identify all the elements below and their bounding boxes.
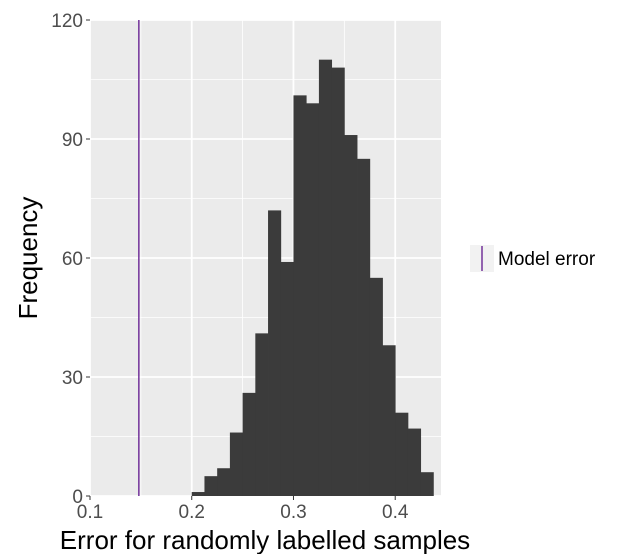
y-tick-label: 0 [72,487,83,508]
x-axis-ticks: 0.1 0.2 0.3 0.4 [77,496,409,523]
histogram-bar [357,158,371,497]
histogram-bar [331,67,345,496]
histogram-bar [255,333,269,496]
histogram-bar [229,432,244,496]
y-axis-title: Frequency [13,197,43,320]
histogram-bars [191,59,434,497]
histogram-bar [242,392,256,496]
legend-label: Model error [498,249,596,270]
histogram-bar [369,277,383,496]
histogram-bar [204,476,218,496]
histogram-bar [306,103,320,497]
y-tick-label: 60 [62,249,83,270]
histogram-bar [318,59,333,497]
x-axis-title: Error for randomly labelled samples [60,525,470,554]
legend: Model error [470,245,596,272]
histogram-bar [407,428,422,496]
x-tick-label: 0.4 [382,502,409,523]
histogram-bar [344,135,358,497]
histogram-bar [382,345,396,496]
y-tick-label: 90 [62,130,83,151]
histogram-bar [268,210,282,496]
histogram-bar [293,95,307,496]
y-axis-ticks: 0 30 60 90 120 [51,11,90,508]
histogram-bar [217,468,231,496]
x-tick-label: 0.2 [179,502,205,523]
histogram-bar [280,261,294,496]
histogram-bar [420,472,434,496]
y-tick-label: 30 [62,368,83,389]
x-tick-label: 0.1 [77,502,103,523]
histogram-bar [395,412,409,496]
y-tick-label: 120 [51,11,83,32]
histogram-bar [191,492,205,496]
x-tick-label: 0.3 [280,502,306,523]
